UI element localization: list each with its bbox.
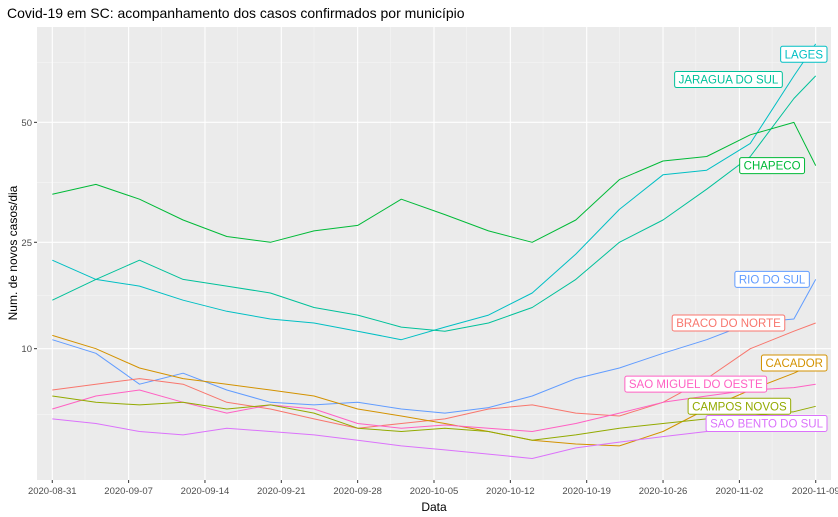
series-label-campos-novos: CAMPOS NOVOS (687, 397, 792, 415)
series-label-text: CHAPECO (744, 161, 801, 173)
x-tick-label: 2020-11-02 (715, 486, 763, 497)
series-label-cacador: CACADOR (760, 354, 828, 372)
x-tick-label: 2020-11-09 (792, 486, 838, 497)
series-label-sao-bento-do-sul: SAO BENTO DO SUL (705, 414, 828, 432)
series-label-text: SAO BENTO DO SUL (710, 418, 824, 430)
x-axis: 2020-08-31 2020-09-07 2020-09-14 2020-09-21… (28, 480, 838, 497)
series-label-box (780, 45, 828, 63)
x-tick-label: 2020-10-19 (562, 486, 611, 497)
y-tick-label: 50 (21, 118, 32, 129)
series-label-chapeco: CHAPECO (739, 157, 806, 175)
y-tick-label: 10 (21, 344, 32, 355)
series-label-lages: LAGES (780, 45, 828, 63)
series-label-box (760, 354, 828, 372)
series-label-text: RIO DO SUL (739, 274, 806, 286)
y-axis: 10 25 50 (21, 118, 37, 355)
end-labels: LAGES JARAGUA DO SUL CHAPECO RIO DO SUL BRAC… (624, 45, 828, 432)
series-label-rio-do-sul: RIO DO SUL (734, 270, 810, 288)
series-label-box (705, 414, 828, 432)
series-line-chapeco (52, 121, 817, 243)
series-label-text: CAMPOS NOVOS (692, 401, 787, 413)
series-line-lages (52, 43, 817, 341)
x-tick-label: 2020-10-26 (639, 486, 688, 497)
series-label-text: JARAGUA DO SUL (679, 75, 779, 87)
x-tick-label: 2020-10-05 (410, 486, 459, 497)
chart-title: Covid-19 em SC: acompanhamento dos casos… (7, 5, 465, 21)
series-label-box (734, 270, 810, 288)
series-label-text: CACADOR (765, 358, 823, 370)
y-axis-title: Num. de novos casos/dia (6, 185, 20, 320)
x-axis-title: Data (421, 500, 447, 514)
series-label-braco-do-norte: BRACO DO NORTE (671, 314, 786, 332)
series-label-box (624, 375, 768, 393)
series-label-text: SAO MIGUEL DO OESTE (629, 379, 763, 391)
series-label-box (687, 397, 792, 415)
series-label-box (671, 314, 786, 332)
series-label-box (674, 71, 783, 89)
series-label-text: LAGES (785, 49, 824, 61)
series-label-jaragua-do-sul: JARAGUA DO SUL (674, 71, 783, 89)
x-tick-label: 2020-09-14 (181, 486, 230, 497)
x-tick-label: 2020-09-28 (333, 486, 382, 497)
x-tick-label: 2020-09-21 (257, 486, 306, 497)
x-tick-label: 2020-10-12 (486, 486, 535, 497)
series-line-rio-do-sul (52, 279, 817, 414)
series-line-jaragua-do-sul (52, 75, 817, 332)
y-tick-label: 25 (21, 238, 32, 249)
series-label-box (739, 157, 806, 175)
series-label-text: BRACO DO NORTE (676, 318, 781, 330)
x-tick-label: 2020-08-31 (28, 486, 77, 497)
series-label-sao-miguel-do-oeste: SAO MIGUEL DO OESTE (624, 375, 768, 393)
x-tick-label: 2020-09-07 (104, 486, 153, 497)
